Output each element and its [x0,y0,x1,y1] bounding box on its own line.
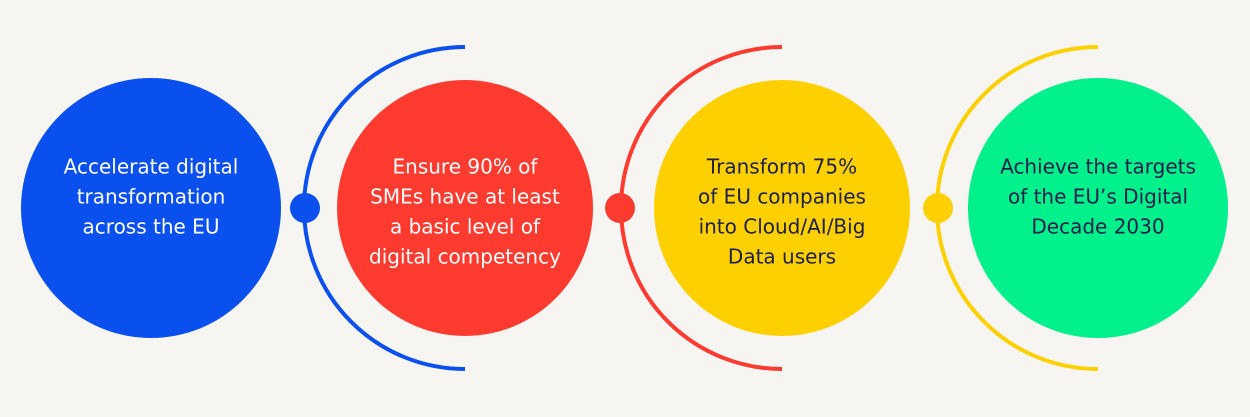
node-text: transformation [77,185,226,209]
dot [923,193,953,223]
node-text: Decade 2030 [1031,215,1164,239]
circle [337,80,593,336]
node-text: into Cloud/AI/Big [699,215,866,239]
node-text: SMEs have at least [370,185,560,209]
node-text: of EU companies [698,185,866,209]
node-text: of the EU’s Digital [1008,185,1188,209]
circle [21,78,281,338]
node-text: Transform 75% [706,155,857,179]
dot [605,193,635,223]
node-text: Achieve the targets [1000,155,1196,179]
node-text: Data users [728,245,836,269]
node-text: Accelerate digital [64,155,239,179]
circle [968,78,1228,338]
node-text: across the EU [83,215,220,239]
node-text: Ensure 90% of [393,155,539,179]
node-text: a basic level of [390,215,541,239]
circle [654,80,910,336]
dot [290,193,320,223]
node-text: digital competency [369,245,561,269]
